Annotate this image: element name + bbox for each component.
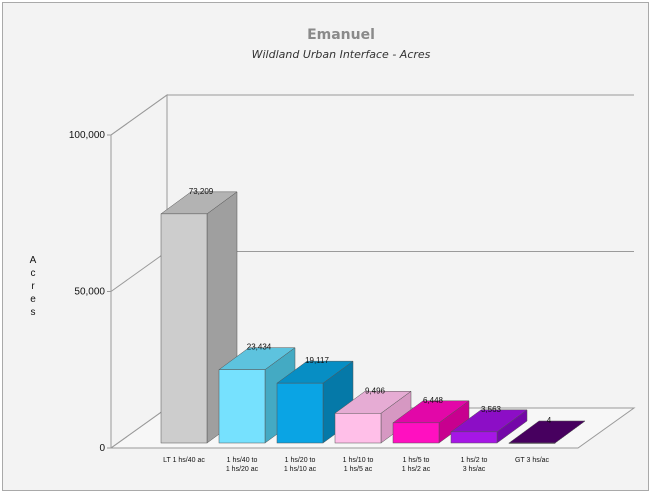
chart-title: Emanuel [307, 27, 375, 43]
bar-front [218, 369, 266, 444]
y-axis-label-letter: r [31, 281, 35, 292]
gridline-diagonal [110, 94, 168, 136]
category-label: GT 3 hs/ac [515, 457, 550, 464]
data-label: 19,117 [305, 356, 329, 365]
data-label: 3,563 [481, 405, 502, 414]
bar [392, 400, 470, 444]
bar-front [276, 382, 324, 444]
bar-front [334, 413, 382, 444]
data-label: 4 [547, 416, 552, 425]
y-axis-label-letter: s [31, 307, 36, 318]
data-label: 9,496 [365, 386, 386, 395]
chart-subtitle: Wildland Urban Interface - Acres [252, 48, 431, 61]
category-label: 1 hs/5 to [403, 457, 430, 464]
y-axis-label-letter: c [31, 268, 36, 279]
y-axis-label-letter: A [30, 255, 37, 266]
bar-front [450, 431, 498, 444]
bar [450, 409, 528, 444]
bar-chart: 0 50,000 100,000 73,209 LT 1 hs/40 ac 23,434… [30, 27, 636, 473]
bar-front [508, 442, 556, 444]
data-label: 6,448 [423, 396, 444, 405]
category-label: 3 hs/ac [463, 466, 486, 473]
category-label: 1 hs/20 ac [226, 466, 259, 473]
y-axis-label-letter: e [30, 294, 36, 305]
category-label: 1 hs/20 to [285, 457, 316, 464]
category-label: 1 hs/5 ac [344, 466, 373, 473]
data-label: 23,434 [247, 343, 272, 352]
bar-front [392, 422, 440, 444]
bar-front [160, 213, 208, 444]
category-label: 1 hs/2 ac [402, 466, 431, 473]
gridline-diagonal [110, 407, 168, 449]
bar [508, 420, 586, 444]
y-axis-label: Acres [30, 255, 37, 318]
gridline-diagonal [110, 251, 168, 292]
category-label: 1 hs/10 ac [284, 466, 317, 473]
y-tick-label: 100,000 [69, 130, 106, 141]
category-label: LT 1 hs/40 ac [163, 457, 205, 464]
y-tick-label: 0 [99, 443, 105, 454]
y-tick-label: 50,000 [74, 287, 105, 298]
category-label: 1 hs/40 to [227, 457, 258, 464]
data-label: 73,209 [189, 187, 214, 196]
category-label: 1 hs/2 to [461, 457, 488, 464]
category-label: 1 hs/10 to [343, 457, 374, 464]
